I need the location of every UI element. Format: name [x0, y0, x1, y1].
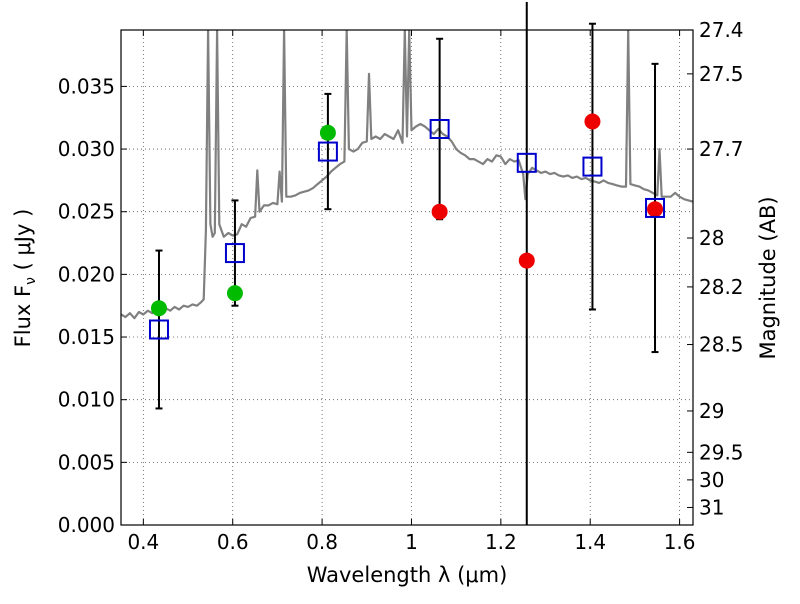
y-axis-label-subscript: ν	[23, 277, 39, 285]
observed-point	[518, 252, 535, 269]
y-axis-label-main: Flux F	[11, 285, 35, 347]
model-point-square	[317, 141, 338, 162]
x-tick-label: 1.6	[664, 530, 696, 554]
y2-tick-label: 30	[699, 468, 724, 492]
observed-point	[226, 285, 243, 302]
y2-axis-label: Magnitude (AB)	[756, 196, 780, 359]
observed-point	[319, 124, 336, 141]
x-tick-label: 0.4	[127, 530, 159, 554]
axes: 0.4 0.6 0.8 1 1.2 1.4 1.6 0.000 0.005 0.010 0.015 0…	[58, 18, 744, 554]
x-tick-label: 1	[405, 530, 418, 554]
x-tick-label: 0.8	[306, 530, 338, 554]
y2-tick-label: 28	[699, 226, 724, 250]
observed-point	[431, 203, 448, 220]
y-axis-label-unit: ( μJy )	[11, 209, 35, 277]
model-point-square	[516, 152, 537, 173]
x-axis-label: Wavelength λ (μm)	[307, 563, 508, 587]
y-tick-label: 0.025	[58, 200, 115, 224]
model-point-square	[645, 197, 666, 218]
y2-tick-label: 29.5	[699, 440, 744, 464]
y2-tick-label: 28.2	[699, 275, 744, 299]
error-bar-overflow	[148, 2, 666, 525]
model-point-square	[429, 119, 450, 139]
x-tick-label: 0.6	[217, 530, 249, 554]
model-point-square	[148, 319, 169, 340]
y-tick-label: 0.035	[58, 74, 115, 98]
x-tick-label: 1.2	[485, 530, 517, 554]
y-tick-label: 0.015	[58, 325, 115, 349]
y2-tick-label: 27.5	[699, 62, 744, 86]
model-spectrum-line	[121, 30, 693, 320]
y2-tick-label: 31	[699, 495, 724, 519]
y2-tick-label: 27.4	[699, 18, 744, 42]
y-tick-label: 0.010	[58, 388, 115, 412]
y-axis-label: Flux Fν ( μJy )	[11, 209, 39, 348]
y-tick-label: 0.000	[58, 513, 115, 537]
y2-tick-label: 29	[699, 399, 724, 423]
y2-tick-label: 27.7	[699, 137, 744, 161]
plot-frame	[120, 29, 694, 526]
grid-lines	[121, 30, 693, 525]
y2-tick-label: 28.5	[699, 333, 744, 357]
y-tick-label: 0.030	[58, 137, 115, 161]
y-tick-label: 0.005	[58, 450, 115, 474]
x-tick-label: 1.4	[574, 530, 606, 554]
observed-point	[647, 201, 664, 218]
observed-point	[584, 113, 601, 130]
model-point-square	[224, 243, 245, 264]
y-tick-label: 0.020	[58, 262, 115, 286]
plot-area	[121, 30, 693, 320]
model-point-square	[582, 156, 603, 177]
observed-point	[150, 300, 167, 317]
